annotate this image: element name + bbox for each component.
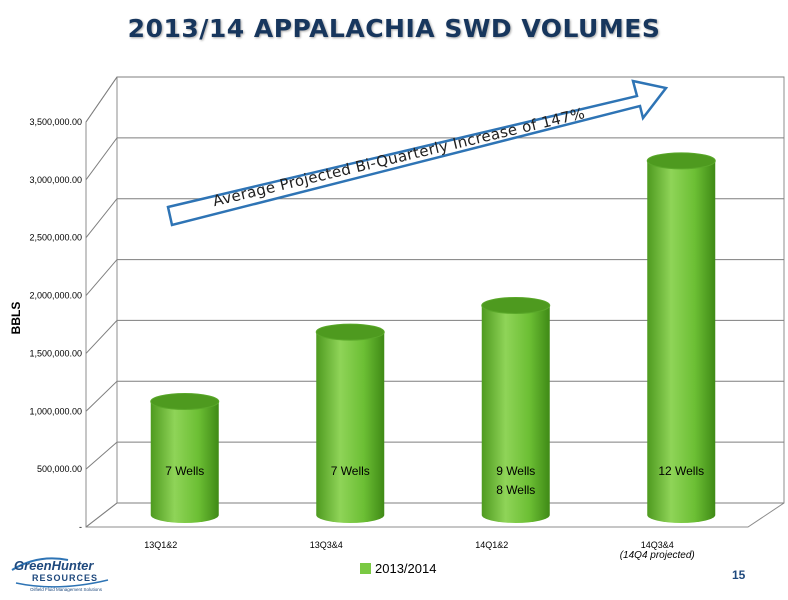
chart-title: 2013/14 APPALACHIA SWD VOLUMES	[127, 14, 661, 43]
y-axis-ticks: - 500,000.00 1,000,000.00 1,500,000.00 2,000…	[29, 117, 82, 532]
bar-top	[646, 152, 716, 170]
svg-text:RESOURCES: RESOURCES	[32, 573, 98, 583]
bar-body	[647, 160, 716, 524]
bar-top	[150, 393, 220, 410]
svg-text:Oilfield Fluid Management Solu: Oilfield Fluid Management Solutions	[30, 587, 103, 592]
bar: 12 Wells	[646, 152, 716, 524]
gridline	[85, 380, 784, 412]
gridline	[85, 198, 784, 239]
y-tick-label: 2,500,000.00	[29, 233, 82, 243]
x-tick-label: 13Q1&2	[144, 540, 177, 550]
bar-data-label: 7 Wells	[165, 464, 204, 478]
bar-top	[481, 296, 551, 314]
bar: 9 Wells 8 Wells	[481, 296, 551, 523]
bar-data-label: 9 Wells	[496, 464, 535, 478]
x-tick-note: (14Q4 projected)	[620, 550, 695, 561]
y-axis-label: BBLS	[9, 302, 23, 335]
y-tick-label: 500,000.00	[37, 464, 82, 474]
bars: 7 Wells 7 Wells 9 Wells 8 Wells 12 Wells	[150, 152, 716, 524]
legend-swatch	[360, 563, 371, 574]
bar-body	[150, 401, 219, 523]
x-axis-ticks: 13Q1&2 13Q3&4 14Q1&2 14Q3&4(14Q4 projected)	[144, 540, 695, 561]
y-tick-label: 3,000,000.00	[29, 175, 82, 185]
gridline	[85, 259, 784, 296]
legend-label: 2013/2014	[375, 561, 437, 576]
gridline	[85, 441, 784, 470]
y-tick-label: -	[79, 522, 82, 532]
bar-body	[316, 332, 385, 523]
bar-data-label: 7 Wells	[331, 464, 370, 478]
bar-top	[315, 323, 385, 341]
x-tick-label: 13Q3&4	[310, 540, 343, 550]
gridlines	[85, 76, 784, 528]
bar: 7 Wells	[150, 393, 220, 523]
gridline	[85, 502, 784, 528]
increase-arrow: Average Projected Bi-Quarterly Increase …	[166, 79, 669, 227]
gridline	[85, 319, 784, 354]
gridline	[85, 137, 784, 181]
y-tick-label: 1,000,000.00	[29, 406, 82, 416]
gridline	[85, 76, 784, 123]
greenhunter-logo: GreenHunter RESOURCES Oilfield Fluid Man…	[11, 557, 109, 592]
svg-text:GreenHunter: GreenHunter	[14, 558, 94, 573]
arrow-shape	[166, 79, 669, 227]
y-tick-label: 1,500,000.00	[29, 348, 82, 358]
bar-data-label: 12 Wells	[658, 464, 704, 478]
x-tick-label: 14Q1&2	[475, 540, 508, 550]
y-tick-label: 3,500,000.00	[29, 117, 82, 127]
y-tick-label: 2,000,000.00	[29, 291, 82, 301]
x-tick-label: 14Q3&4	[641, 540, 674, 550]
bar-data-label: 8 Wells	[496, 483, 535, 497]
arrow-annotation: Average Projected Bi-Quarterly Increase …	[211, 104, 587, 210]
legend: 2013/2014	[360, 561, 436, 576]
page-number: 15	[732, 568, 746, 582]
bar: 7 Wells	[315, 323, 385, 523]
bar-body	[481, 305, 550, 523]
